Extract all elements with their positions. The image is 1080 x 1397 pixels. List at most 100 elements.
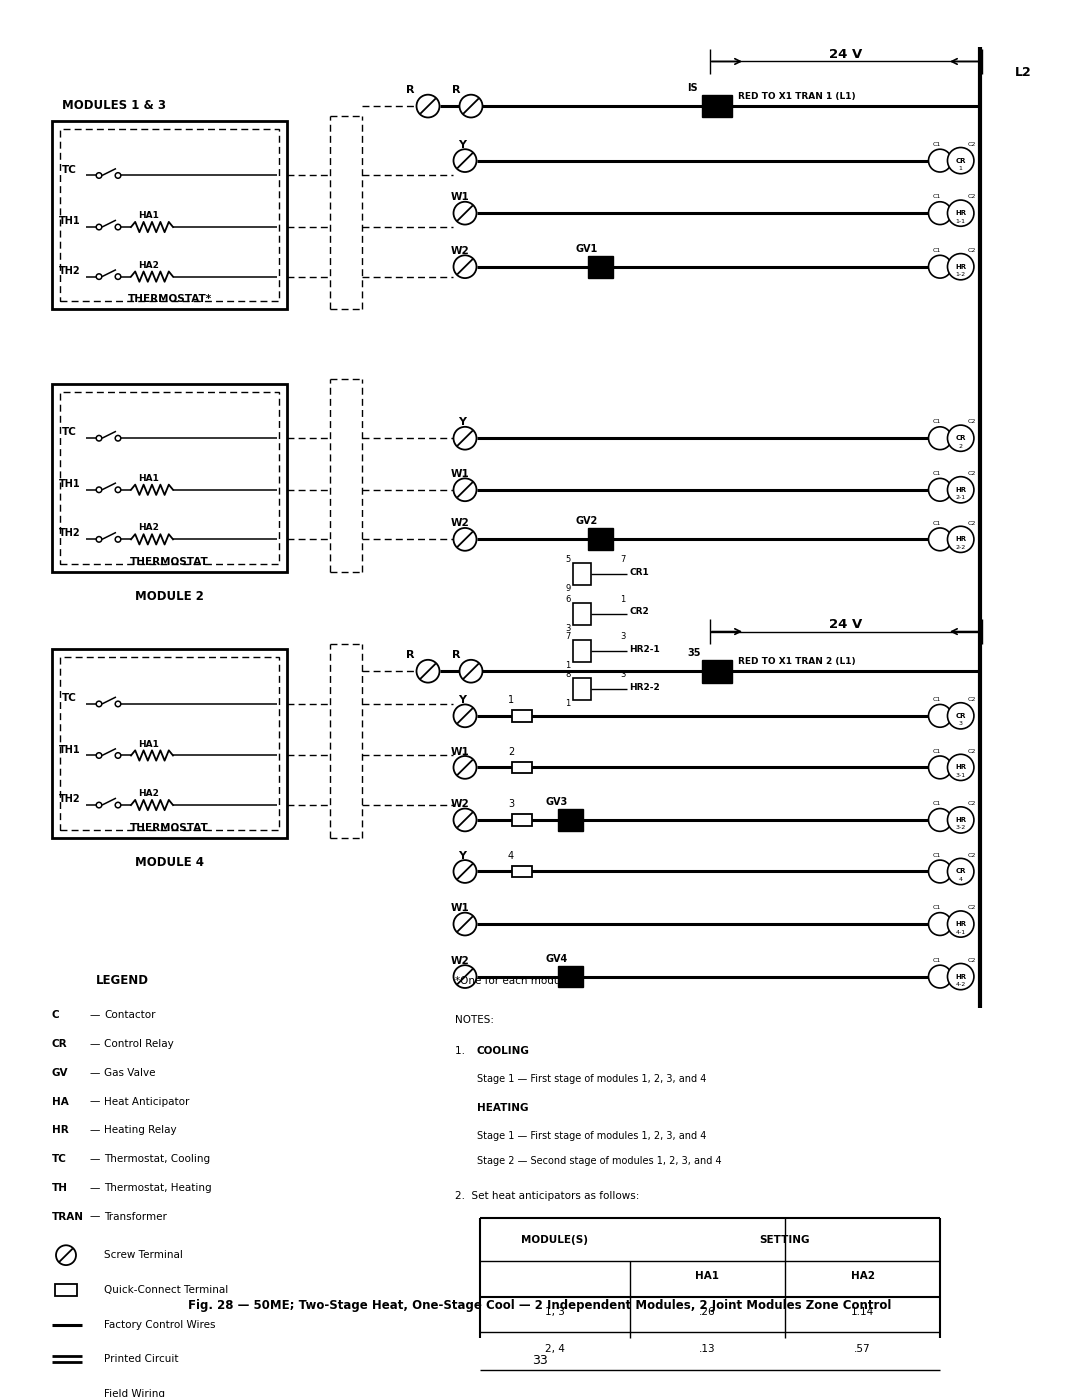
Text: R: R (451, 651, 460, 661)
Bar (512, 710, 532, 721)
Circle shape (454, 149, 476, 172)
Circle shape (96, 753, 102, 759)
Text: 8: 8 (565, 671, 570, 679)
Text: MODULE 2: MODULE 2 (135, 590, 204, 604)
Circle shape (947, 754, 974, 781)
Circle shape (929, 528, 951, 550)
Circle shape (96, 274, 102, 279)
Text: RED TO X1 TRAN 1 (L1): RED TO X1 TRAN 1 (L1) (738, 92, 855, 101)
Text: Gas Valve: Gas Valve (104, 1067, 156, 1077)
Circle shape (454, 861, 476, 883)
Text: Field Wiring: Field Wiring (104, 1389, 165, 1397)
Circle shape (116, 536, 121, 542)
Bar (558, 965, 583, 988)
Text: HR: HR (955, 264, 967, 270)
Text: .13: .13 (699, 1344, 716, 1354)
Circle shape (116, 225, 121, 231)
Text: Transformer: Transformer (104, 1211, 167, 1221)
Text: HR2-1: HR2-1 (629, 645, 660, 654)
Text: TH2: TH2 (59, 793, 81, 805)
Text: GV1: GV1 (575, 244, 597, 254)
Text: HR: HR (955, 210, 967, 217)
Text: TRAN: TRAN (52, 1211, 84, 1221)
Text: 2: 2 (508, 746, 514, 757)
Text: CR: CR (956, 869, 966, 875)
Text: TH1: TH1 (59, 479, 81, 489)
Text: C1: C1 (932, 905, 941, 911)
Circle shape (929, 149, 951, 172)
Text: CR: CR (956, 712, 966, 719)
Text: 7: 7 (620, 555, 625, 564)
Circle shape (96, 173, 102, 179)
Circle shape (929, 201, 951, 225)
Text: HR: HR (955, 486, 967, 493)
Bar (60, 391, 279, 564)
Text: W1: W1 (450, 902, 470, 914)
Text: Heating Relay: Heating Relay (104, 1125, 177, 1136)
Text: Y: Y (458, 140, 465, 149)
Circle shape (96, 536, 102, 542)
Text: 6: 6 (565, 595, 570, 604)
Text: LEGEND: LEGEND (95, 974, 149, 986)
Circle shape (116, 753, 121, 759)
Text: CR1: CR1 (629, 567, 649, 577)
Text: C2: C2 (968, 958, 976, 963)
Circle shape (947, 200, 974, 226)
Circle shape (96, 488, 102, 493)
Text: —: — (90, 1125, 100, 1136)
Text: MODULE(S): MODULE(S) (522, 1235, 589, 1245)
Text: Control Relay: Control Relay (104, 1039, 174, 1049)
Text: C2: C2 (968, 749, 976, 753)
Text: 1: 1 (565, 661, 570, 671)
Text: TH1: TH1 (59, 217, 81, 226)
Circle shape (947, 807, 974, 833)
Text: C2: C2 (968, 194, 976, 200)
Text: 3: 3 (959, 721, 962, 726)
Text: HR: HR (955, 974, 967, 979)
Text: C2: C2 (968, 852, 976, 858)
Text: TC: TC (62, 693, 77, 703)
Text: 7: 7 (565, 633, 570, 641)
Text: —: — (90, 1097, 100, 1106)
Text: 5: 5 (565, 555, 570, 564)
Text: HA2: HA2 (138, 789, 159, 798)
Text: Fig. 28 — 50ME; Two-Stage Heat, One-Stage Cool — 2 Independent Modules, 2 Joint : Fig. 28 — 50ME; Two-Stage Heat, One-Stag… (188, 1299, 892, 1312)
Text: W2: W2 (450, 956, 470, 965)
Text: —: — (90, 1067, 100, 1077)
Text: C1: C1 (932, 141, 941, 147)
Text: 1: 1 (565, 698, 570, 708)
Text: 1.14: 1.14 (851, 1306, 874, 1316)
Text: C1: C1 (932, 749, 941, 753)
Text: C2: C2 (968, 800, 976, 806)
Text: HR: HR (955, 536, 967, 542)
Text: 3: 3 (620, 633, 625, 641)
Circle shape (116, 701, 121, 707)
Text: C: C (52, 1010, 59, 1020)
Circle shape (454, 201, 476, 225)
Text: 3: 3 (508, 799, 514, 809)
Text: C1: C1 (932, 247, 941, 253)
Circle shape (116, 802, 121, 807)
Text: W2: W2 (450, 246, 470, 256)
Text: R: R (406, 651, 415, 661)
Circle shape (929, 965, 951, 988)
Text: THERMOSTAT: THERMOSTAT (130, 557, 208, 567)
Circle shape (116, 173, 121, 179)
Text: C1: C1 (932, 697, 941, 703)
Text: HA1: HA1 (138, 211, 159, 221)
Circle shape (929, 861, 951, 883)
Circle shape (929, 478, 951, 502)
Text: THERMOSTAT*: THERMOSTAT* (127, 295, 212, 305)
Text: TC: TC (62, 427, 77, 437)
Text: R: R (451, 85, 460, 95)
Circle shape (96, 802, 102, 807)
Circle shape (454, 809, 476, 831)
Text: 3: 3 (565, 623, 570, 633)
Text: TC: TC (52, 1154, 67, 1164)
Circle shape (929, 256, 951, 278)
Bar (588, 256, 613, 278)
Text: L2: L2 (1015, 66, 1031, 80)
Text: HR: HR (52, 1125, 69, 1136)
Circle shape (929, 809, 951, 831)
Text: C2: C2 (968, 697, 976, 703)
